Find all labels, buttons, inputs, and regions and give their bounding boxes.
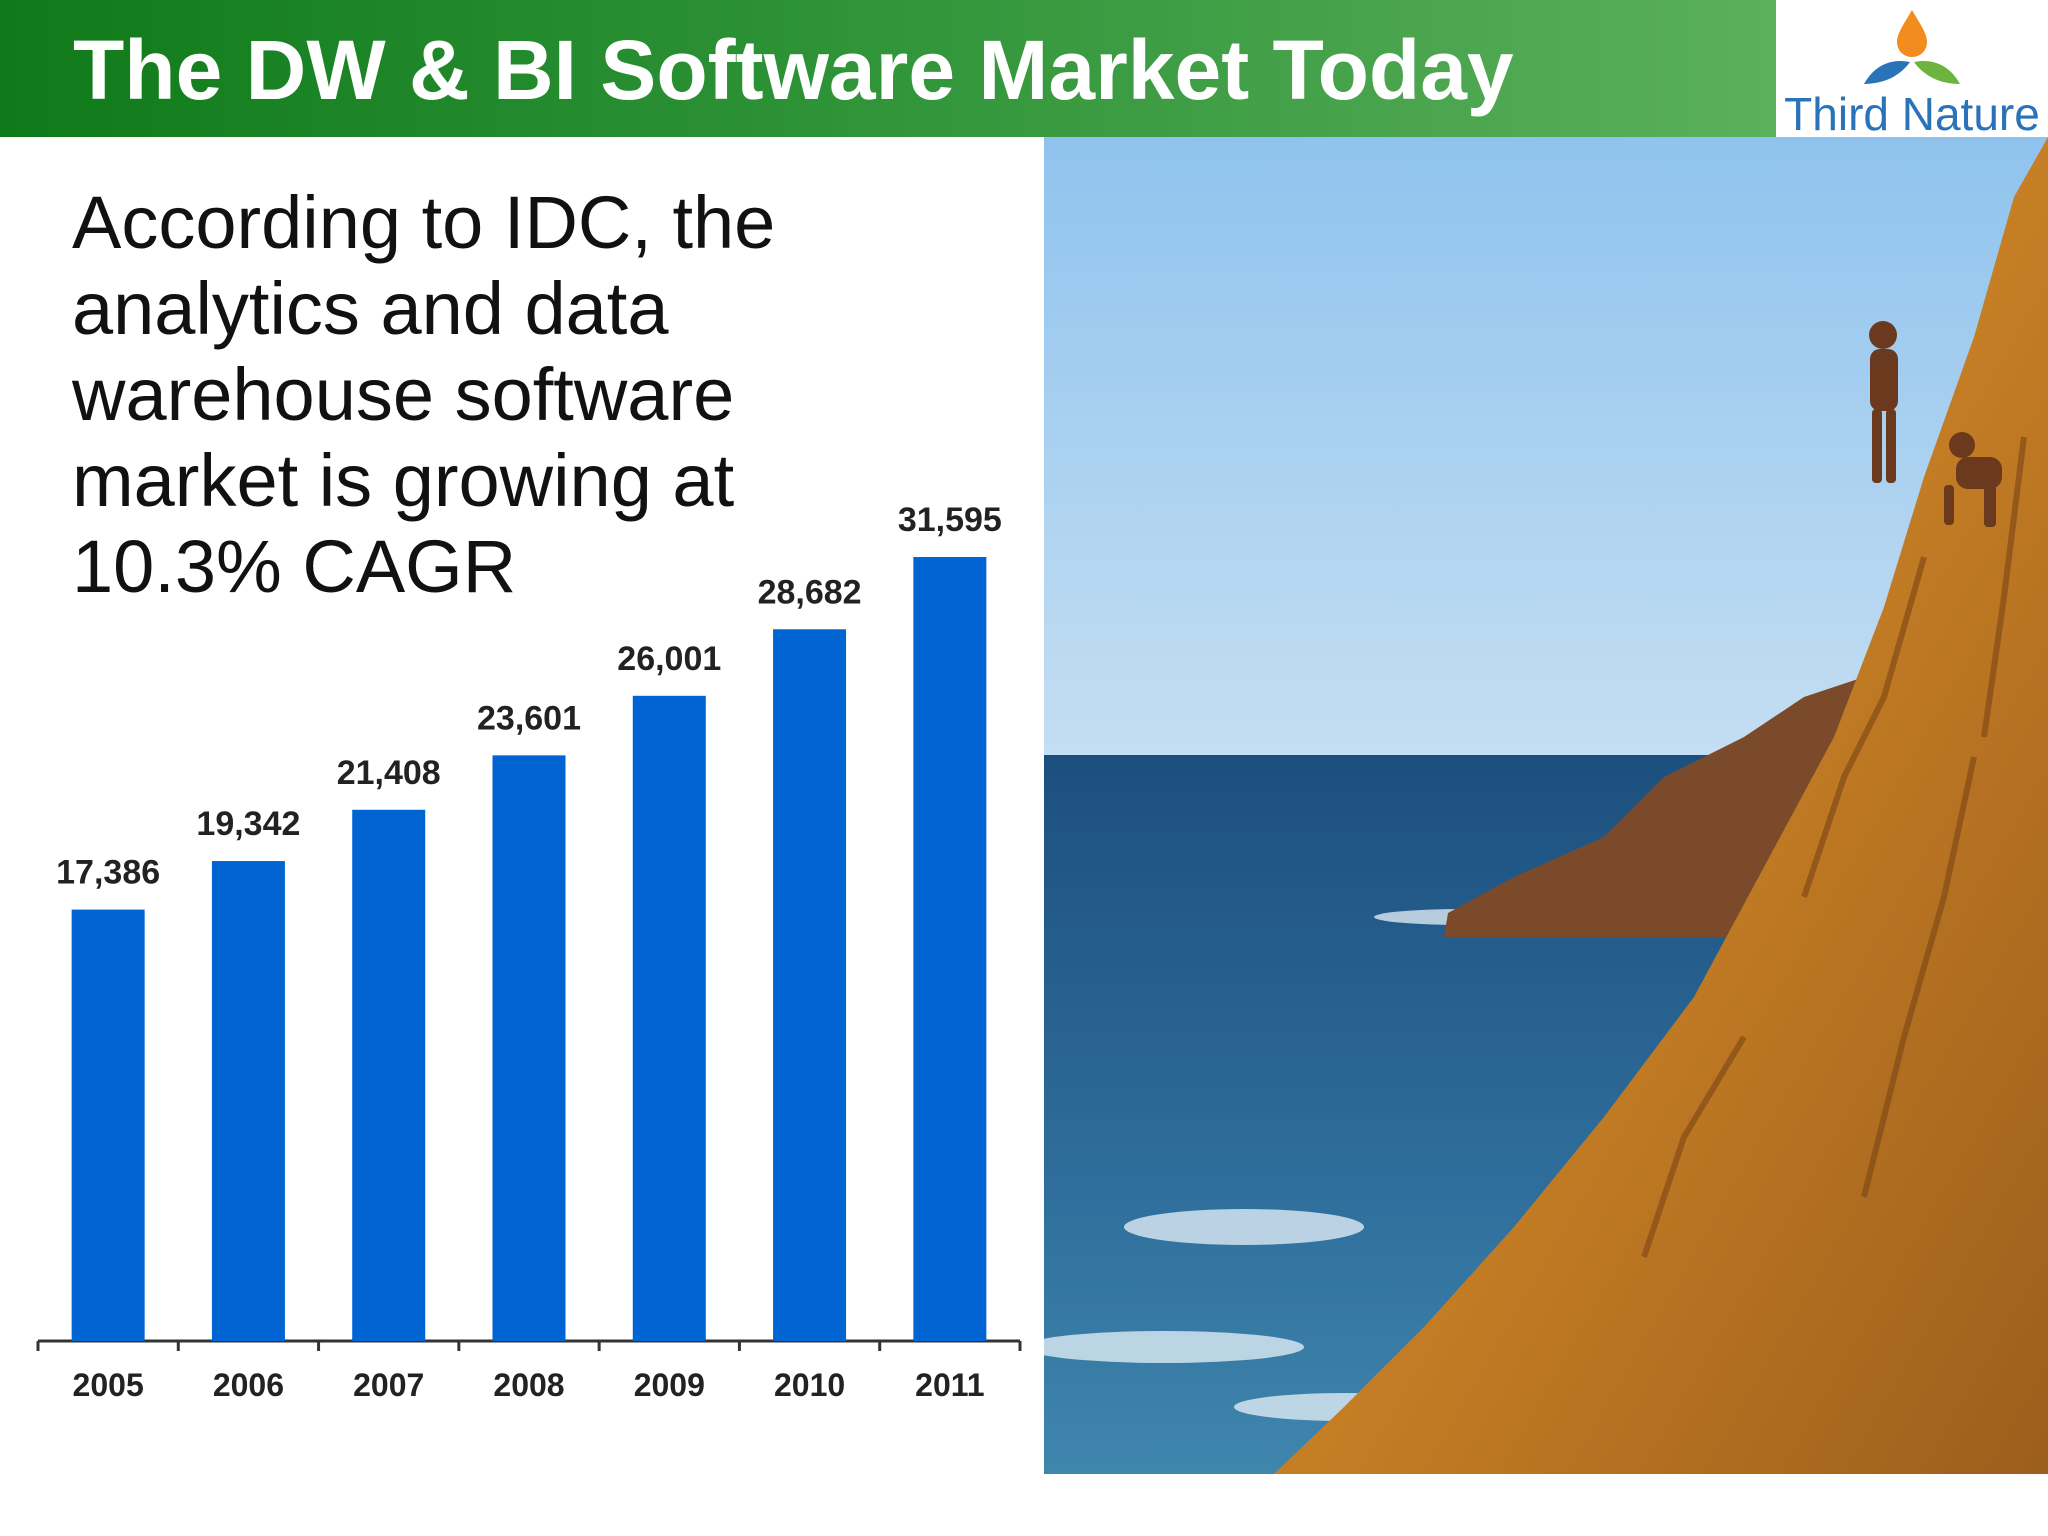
distant-headland <box>1444 677 1864 937</box>
market-size-bar-chart: 17,386 2005 19,342 2006 21,408 2007 23,601 2008… <box>36 501 1022 1403</box>
statement-line: warehouse software <box>72 353 735 436</box>
cliff-face <box>1274 137 2048 1474</box>
data-label-2009: 26,001 <box>617 640 721 678</box>
data-label-2008: 23,601 <box>477 699 581 737</box>
third-nature-logo: Third Nature <box>1776 0 2048 140</box>
cagr-statement: According to IDC, the analytics and data… <box>72 180 852 610</box>
diver-crouching <box>1944 432 2002 527</box>
statement-line: According to IDC, the <box>72 181 776 264</box>
logo-droplet-shape <box>1897 10 1927 57</box>
bar-2009 <box>632 695 706 1341</box>
slide-title: The DW & BI Software Market Today <box>73 23 1514 117</box>
cliff-divers-photo <box>1044 137 2048 1474</box>
rock-cracks <box>1641 436 2027 1258</box>
x-tick-label-2006: 2006 <box>213 1367 284 1403</box>
x-tick-label-2008: 2008 <box>493 1367 564 1403</box>
statement-line: market is growing at <box>72 439 735 522</box>
bar-2010 <box>773 629 847 1341</box>
logo-wordmark: Third Nature <box>1784 88 2040 140</box>
logo-right-leaf-shape <box>1914 60 1960 84</box>
data-label-2005: 17,386 <box>56 854 160 892</box>
x-tick-label-2007: 2007 <box>353 1367 424 1403</box>
droplet-leaves-logo-icon <box>1864 10 1960 84</box>
x-tick-label-2005: 2005 <box>73 1367 144 1403</box>
data-label-2011: 31,595 <box>898 501 1002 539</box>
data-label-2006: 19,342 <box>196 805 300 843</box>
diver-standing <box>1869 321 1898 483</box>
x-tick-label-2009: 2009 <box>634 1367 705 1403</box>
statement-line: analytics and data <box>72 267 669 350</box>
x-tick-label-2010: 2010 <box>774 1367 845 1403</box>
title-bar: The DW & BI Software Market Today <box>0 0 1776 137</box>
statement-line: 10.3% CAGR <box>72 525 517 608</box>
data-label-2007: 21,408 <box>337 754 441 792</box>
x-tick-label-2011: 2011 <box>915 1367 984 1403</box>
bar-2011 <box>913 557 987 1341</box>
logo-left-leaf-shape <box>1864 60 1910 84</box>
bar-2005 <box>71 909 145 1341</box>
data-label-2010: 28,682 <box>758 573 862 611</box>
bar-2006 <box>211 861 285 1341</box>
bar-2008 <box>492 755 566 1341</box>
bar-2007 <box>352 809 426 1341</box>
